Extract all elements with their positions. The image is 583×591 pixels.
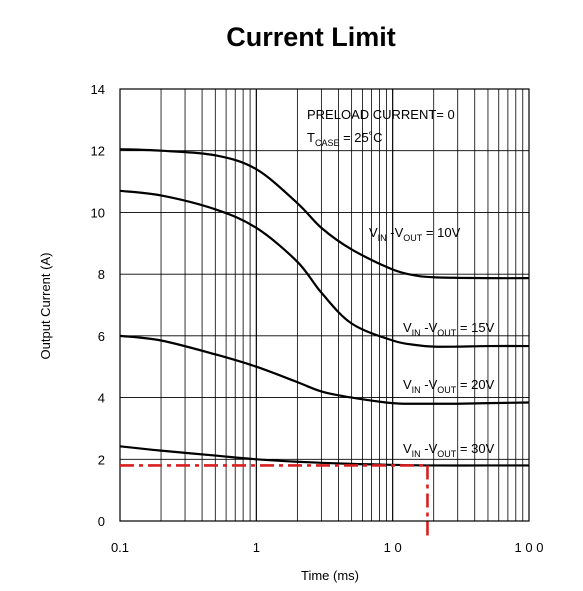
- chart-title: Current Limit: [226, 22, 396, 52]
- series-labels: VIN -VOUT = 10V VIN -VOUT = 15V VIN -VOUT …: [369, 225, 495, 459]
- x-axis-label: Time (ms): [301, 568, 359, 583]
- y-tick-label: 4: [98, 391, 105, 406]
- x-tick-labels: 0.1 1 1 0 1 0 0: [111, 540, 544, 555]
- y-tick-label: 6: [98, 329, 105, 344]
- y-tick-label: 12: [91, 144, 105, 159]
- series-line-3: [119, 334, 530, 405]
- annotation-tcase: TCASE = 25˚C: [307, 130, 382, 148]
- x-tick-label: 1: [253, 540, 260, 555]
- y-tick-label: 14: [91, 82, 105, 97]
- y-tick-label: 8: [98, 267, 105, 282]
- y-tick-label: 2: [98, 452, 105, 467]
- series-line-1: [119, 148, 530, 280]
- annotation-preload: PRELOAD CURRENT= 0: [307, 107, 455, 122]
- series-label-1: VIN -VOUT = 10V: [369, 225, 461, 243]
- conditions-annotation: PRELOAD CURRENT= 0 TCASE = 25˚C: [307, 107, 455, 148]
- x-tick-label: 0.1: [111, 540, 129, 555]
- x-tick-label: 1 0 0: [515, 540, 544, 555]
- grid: [120, 89, 529, 521]
- reference-lines: [120, 464, 429, 537]
- series-line-2: [119, 189, 530, 348]
- series-label-4: VIN -VOUT = 30V: [403, 441, 495, 459]
- series-line-4: [119, 445, 529, 467]
- y-tick-labels: 0 2 4 6 8 10 12 14: [91, 82, 105, 529]
- plot-frame: [119, 88, 530, 522]
- series-label-2: VIN -VOUT = 15V: [403, 320, 495, 338]
- x-tick-label: 1 0: [384, 540, 402, 555]
- series-lines: [119, 148, 530, 467]
- y-tick-label: 10: [91, 205, 105, 220]
- y-tick-label: 0: [98, 514, 105, 529]
- y-axis-label: Output Current (A): [38, 253, 53, 360]
- series-label-3: VIN -VOUT = 20V: [403, 377, 495, 395]
